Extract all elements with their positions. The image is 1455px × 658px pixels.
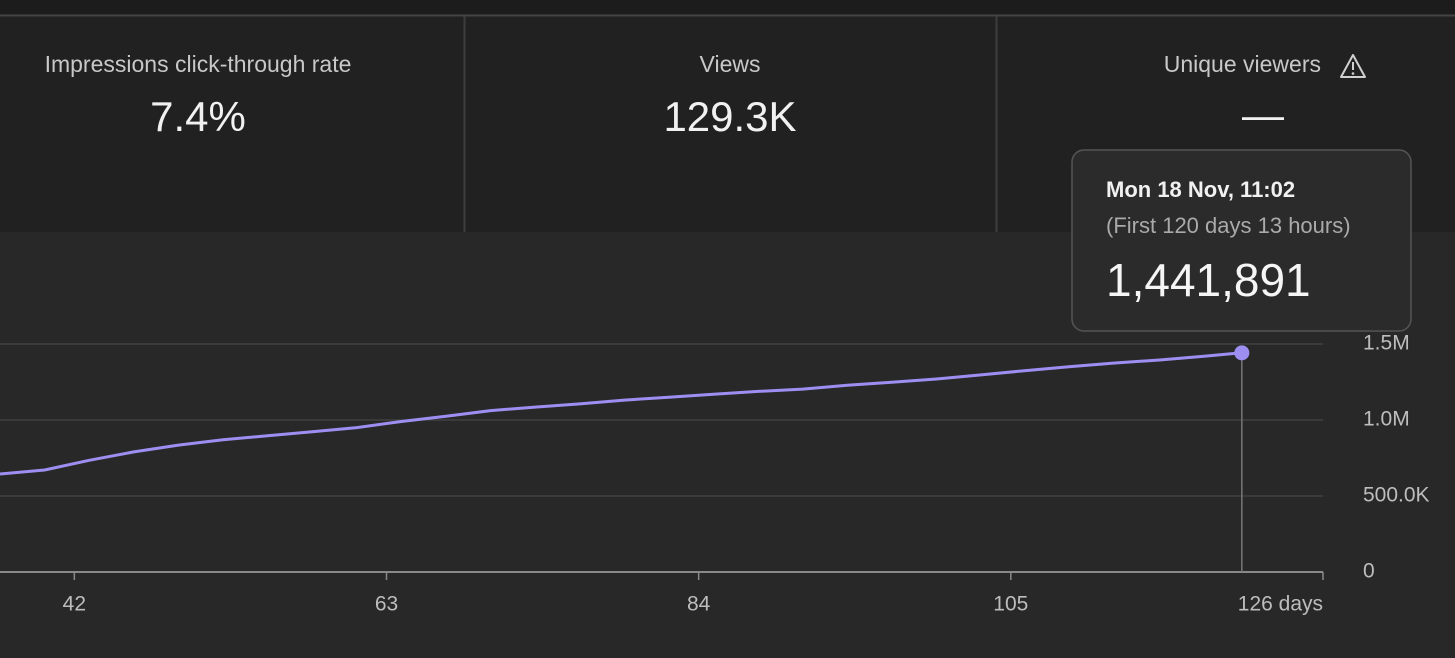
warning-icon[interactable] (1340, 54, 1366, 78)
metric-label: Impressions click-through rate (45, 51, 352, 77)
metric-card[interactable]: Impressions click-through rate 7.4% (45, 51, 352, 140)
metric-card[interactable]: Views 129.3K (663, 51, 796, 140)
hover-point (1234, 345, 1250, 361)
warning-triangle (1340, 54, 1366, 78)
metric-card[interactable]: Unique viewers — (1164, 51, 1366, 138)
metric-label: Views (700, 51, 761, 77)
plot: 0 500.0K 1.0M 1.5M 42 63 84 105 126 days (0, 332, 1430, 616)
tooltip-value: 1,441,891 (1106, 254, 1311, 306)
y-tick-label: 500.0K (1363, 484, 1430, 507)
tooltip-box (1071, 149, 1412, 332)
tooltip-date: Mon 18 Nov, 11:02 (1106, 177, 1295, 202)
tooltip: Mon 18 Nov, 11:02 (First 120 days 13 hou… (1071, 149, 1412, 332)
x-tick-label: 105 (993, 593, 1028, 616)
x-tick-label: 42 (63, 593, 86, 616)
metric-value: 7.4% (150, 93, 246, 140)
x-tick-label: 63 (375, 593, 398, 616)
tooltip-period: (First 120 days 13 hours) (1106, 213, 1351, 238)
x-tick-label: 84 (687, 593, 711, 616)
y-tick-label: 0 (1363, 560, 1375, 583)
warning-dot (1351, 72, 1355, 75)
y-tick-label: 1.0M (1363, 408, 1410, 431)
metric-value: — (1242, 91, 1284, 138)
line-series (0, 351, 1242, 476)
metric-value: 129.3K (663, 93, 796, 140)
x-tick-label: 126 days (1238, 593, 1323, 616)
metric-label: Unique viewers (1164, 51, 1321, 77)
y-tick-label: 1.5M (1363, 332, 1410, 355)
